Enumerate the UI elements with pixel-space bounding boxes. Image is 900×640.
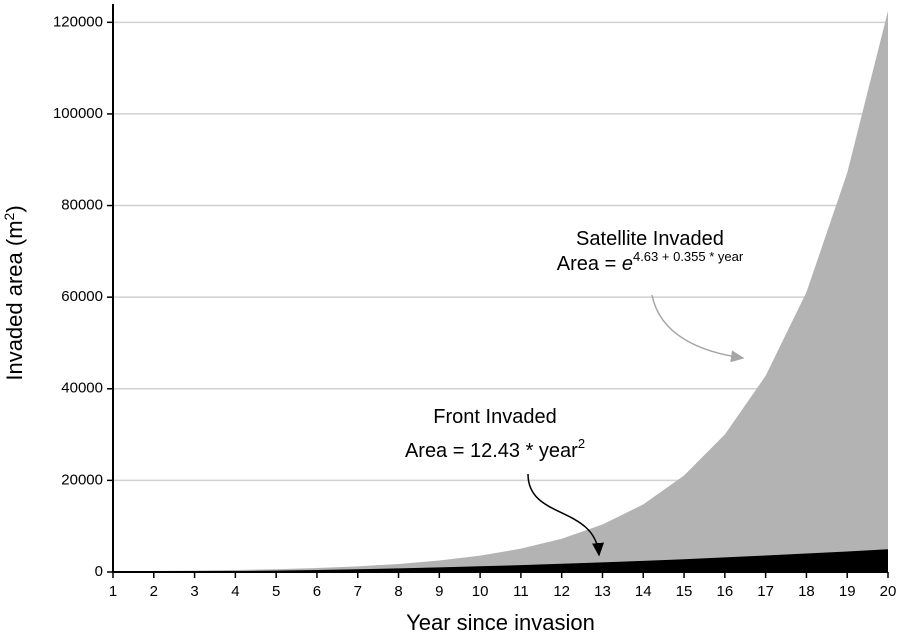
- x-tick-label: 3: [190, 583, 198, 600]
- x-tick-label: 9: [435, 583, 443, 600]
- grid: [113, 21, 888, 573]
- x-tick-label: 7: [354, 583, 362, 600]
- y-tick-label: 0: [95, 563, 103, 580]
- annotation-formula: Area = 12.43 * year2: [405, 436, 585, 462]
- x-tick-label: 6: [313, 583, 321, 600]
- formula-text: Area = 12.43 * year: [405, 440, 578, 462]
- x-tick-label: 17: [757, 583, 774, 600]
- x-tick-label: 14: [635, 583, 652, 600]
- formula-text: Area =: [557, 253, 622, 275]
- front-arrow: [527, 473, 605, 557]
- x-tick-label: 19: [839, 583, 856, 600]
- x-tick-label: 18: [798, 583, 815, 600]
- x-axis-title: Year since invasion: [406, 610, 595, 635]
- y-tick-label: 100000: [53, 105, 103, 122]
- x-tick-label: 10: [472, 583, 489, 600]
- x-tick-label: 12: [553, 583, 570, 600]
- area: [113, 10, 888, 572]
- areas: [113, 10, 888, 572]
- y-axis-title-end: ): [2, 205, 27, 212]
- y-tick-label: 80000: [61, 197, 103, 214]
- x-tick-label: 13: [594, 583, 611, 600]
- y-axis-title-text: Invaded area (m: [2, 220, 27, 380]
- annotation-formula: Area = e4.63 + 0.355 * year: [557, 249, 744, 275]
- satellite-arrow: [651, 294, 745, 363]
- y-tick-label: 20000: [61, 471, 103, 488]
- annotation-title: Satellite Invaded: [576, 228, 724, 250]
- x-tick-label: 20: [880, 583, 897, 600]
- x-tick-label: 2: [150, 583, 158, 600]
- x-tick-label: 16: [716, 583, 733, 600]
- x-tick-label: 4: [231, 583, 239, 600]
- area: [113, 549, 888, 572]
- y-axis-title: Invaded area (m2): [1, 205, 27, 380]
- formula-sup: 4.63 + 0.355 * year: [633, 249, 744, 264]
- x-tick-label: 15: [676, 583, 693, 600]
- formula-sup: 2: [578, 436, 585, 451]
- y-axis-title-sup: 2: [1, 212, 17, 220]
- x-tick-label: 5: [272, 583, 280, 600]
- x-tick-label: 11: [513, 583, 529, 600]
- y-tick-label: 120000: [53, 13, 103, 30]
- formula-base: e: [622, 253, 633, 275]
- x-tick-label: 1: [109, 583, 117, 600]
- y-tick-label: 40000: [61, 380, 103, 397]
- annotation-title: Front Invaded: [433, 406, 556, 428]
- x-tick-label: 8: [394, 583, 402, 600]
- y-tick-label: 60000: [61, 288, 103, 305]
